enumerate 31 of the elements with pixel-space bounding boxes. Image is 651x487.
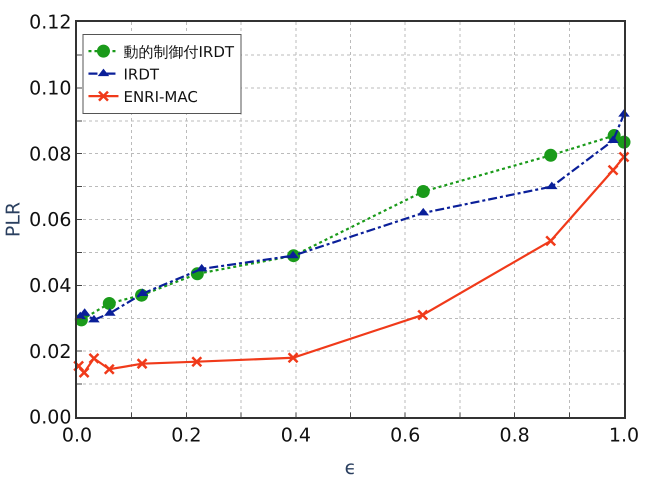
point	[78, 366, 90, 378]
point	[104, 364, 116, 376]
x-tick-label: 0.0	[62, 424, 92, 447]
point	[72, 360, 84, 372]
legend-label: IRDT	[123, 65, 160, 84]
x-tick-label: 0.8	[499, 424, 530, 447]
point	[607, 164, 619, 176]
y-tick-label: 0.10	[29, 77, 72, 100]
point	[544, 148, 558, 162]
point	[416, 185, 430, 198]
x-axis-title: ϵ	[344, 456, 356, 479]
y-tick-label: 0.08	[29, 143, 72, 166]
point	[102, 296, 116, 310]
x-tick-label: 1.0	[608, 424, 640, 447]
x-tick-label: 0.6	[390, 424, 420, 447]
legend-label: ENRI-MAC	[123, 88, 198, 106]
point	[416, 309, 428, 321]
y-tick-label: 0.06	[29, 209, 72, 232]
point	[136, 358, 148, 370]
y-axis-title: PLR	[2, 202, 24, 238]
point	[544, 235, 556, 247]
x-tick-label: 0.2	[171, 424, 202, 447]
y-tick-label: 0.04	[29, 274, 72, 297]
point	[618, 151, 630, 163]
legend-label: 動的制御付IRDT	[123, 42, 235, 61]
point	[88, 352, 100, 364]
point	[287, 352, 299, 364]
point	[191, 356, 203, 368]
y-tick-label: 0.02	[29, 340, 72, 363]
x-tick-label: 0.4	[280, 424, 311, 447]
y-tick-label: 0.12	[29, 12, 72, 34]
